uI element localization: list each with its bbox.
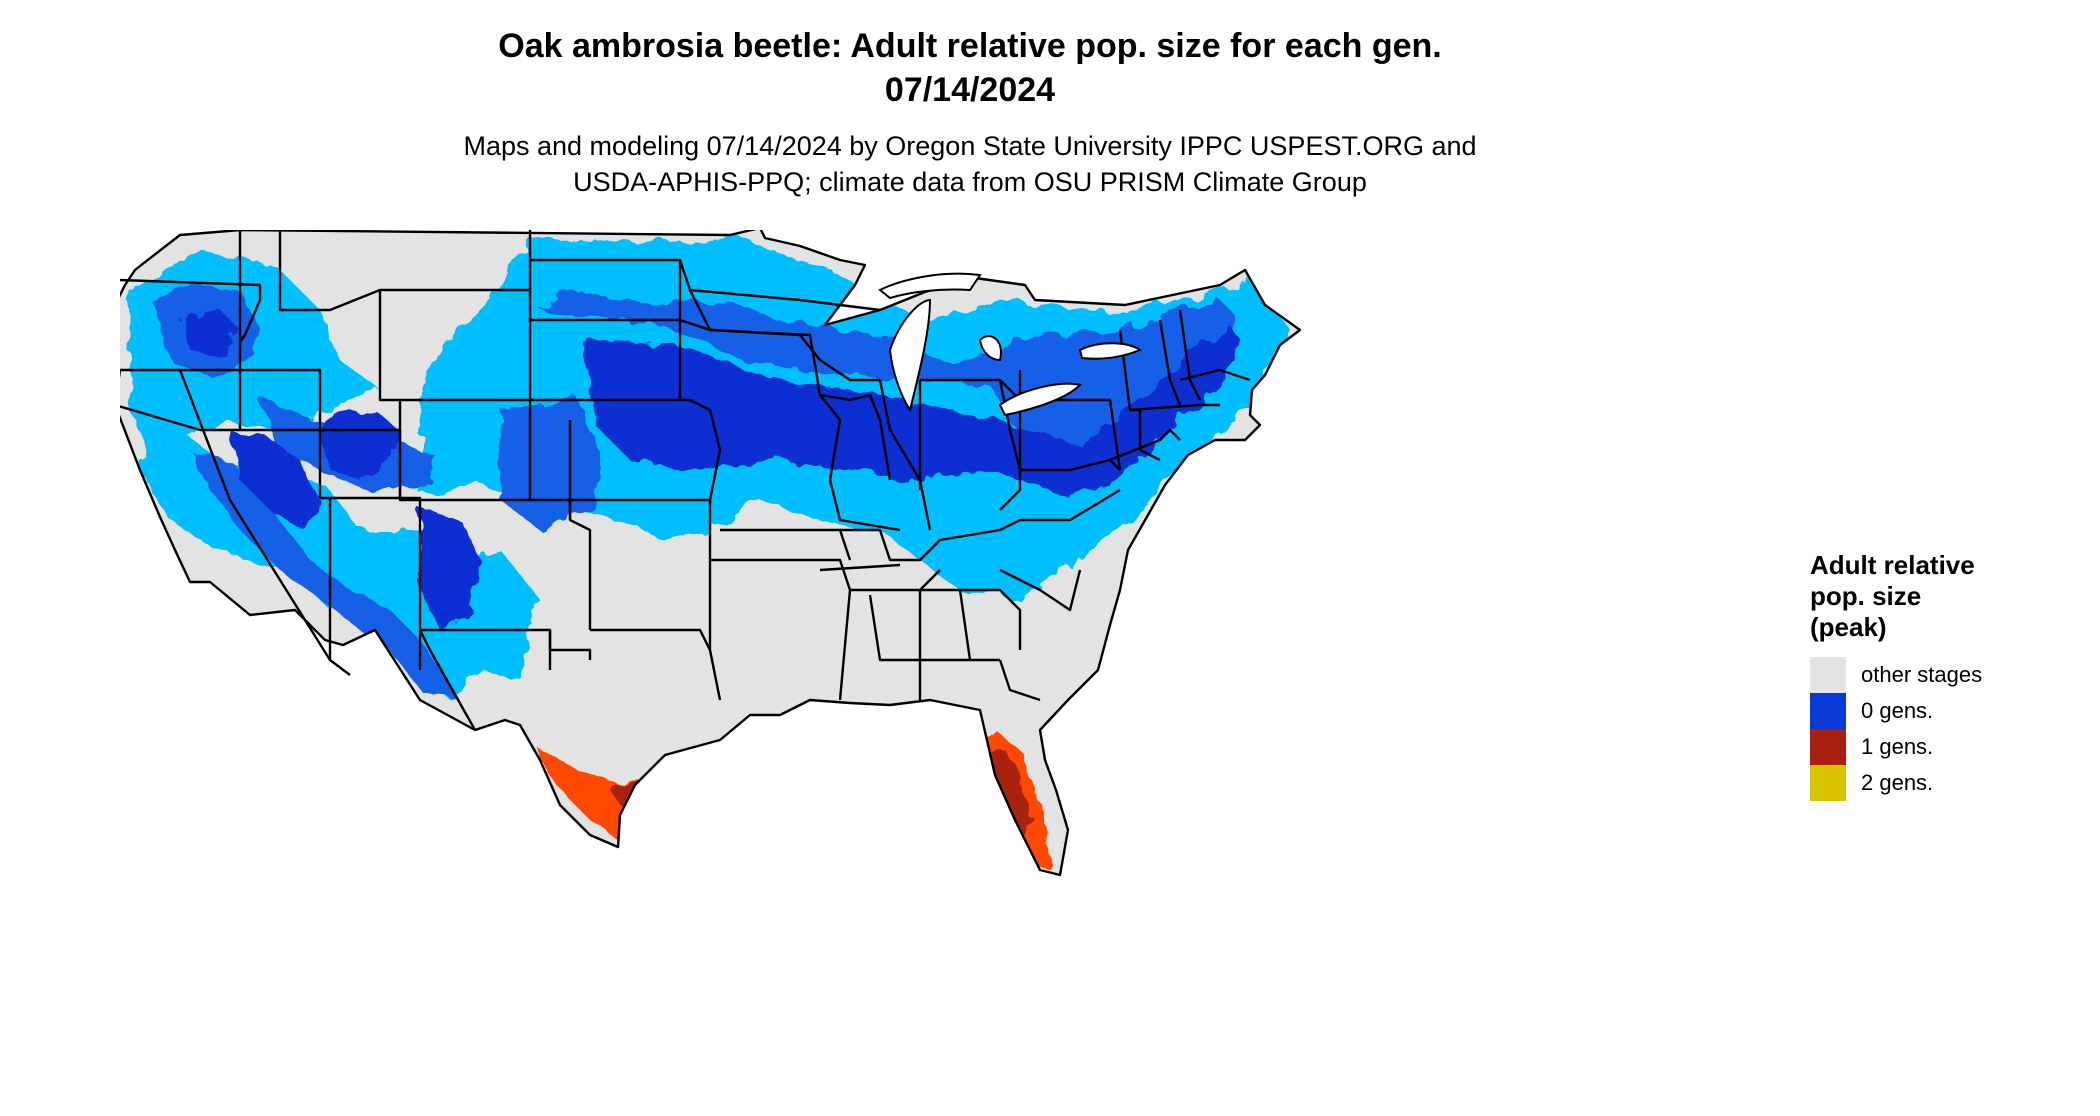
legend-label-2-gens: 2 gens. [1861,770,1934,795]
legend-item-2-gens: 2 gens. [1810,765,2080,801]
us-map [120,230,1302,877]
legend-title-line-3: (peak) [1810,612,1887,642]
legend-item-1-gens: 1 gens. [1810,729,2080,765]
map-credit-line-2: USDA-APHIS-PPQ; climate data from OSU PR… [573,167,1367,197]
map-date: 07/14/2024 [884,71,1056,109]
legend-title-line-1: Adult relative [1810,550,1975,580]
legend-swatch-0-gens [1810,693,1846,729]
legend-swatch-1-gens [1810,729,1846,765]
map-credit-line-1: Maps and modeling 07/14/2024 by Oregon S… [463,131,1477,161]
map-legend: Adult relative pop. size (peak) other st… [1810,550,2080,801]
legend-label-other-stages: other stages [1861,662,1983,687]
state-borders [120,230,1302,877]
legend-swatch-2-gens [1810,765,1846,801]
legend-label-1-gens: 1 gens. [1861,734,1934,759]
map-title: Oak ambrosia beetle: Adult relative pop.… [498,27,1442,65]
legend-item-other-stages: other stages [1810,657,2080,693]
great-lakes [878,272,1142,417]
legend-item-0-gens: 0 gens. [1810,693,2080,729]
legend-swatch-other-stages [1810,657,1846,693]
legend-label-0-gens: 0 gens. [1861,698,1934,723]
legend-title-line-2: pop. size [1810,581,1922,611]
legend-title: Adult relative pop. size (peak) [1810,550,2080,643]
